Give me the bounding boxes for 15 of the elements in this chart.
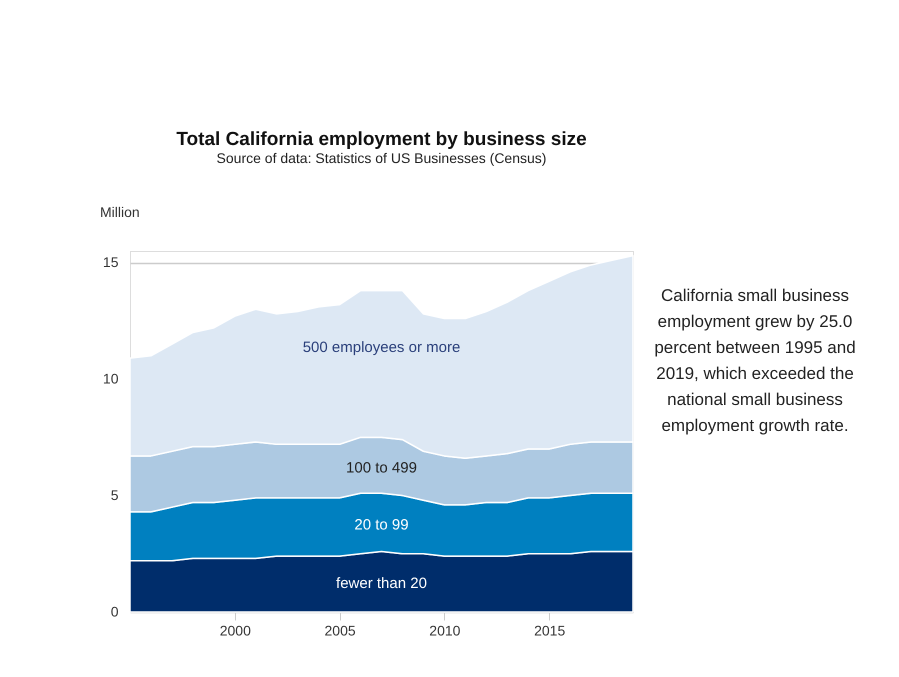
y-tick-label: 15 bbox=[102, 254, 119, 270]
series-label: 500 employees or more bbox=[302, 339, 460, 356]
chart-title: Total California employment by business size bbox=[176, 129, 587, 150]
y-tick-label: 0 bbox=[110, 604, 119, 620]
x-tick-label: 2015 bbox=[534, 622, 566, 638]
x-tick-label: 2010 bbox=[429, 622, 461, 638]
x-tick-label: 2000 bbox=[220, 622, 252, 638]
series-label: fewer than 20 bbox=[336, 574, 427, 592]
x-tick-label: 2005 bbox=[324, 622, 356, 638]
series-label: 100 to 499 bbox=[346, 460, 417, 477]
y-tick-label: 5 bbox=[110, 487, 119, 504]
chart-subtitle: Source of data: Statistics of US Businesses (Census) bbox=[216, 150, 546, 166]
text: California small business employment grew by 25.0 percent between 1995 and 2019, which exceeded the national small business employment growth rate. bbox=[654, 286, 856, 435]
y-tick-label: 10 bbox=[102, 370, 119, 387]
y-axis-title: Million bbox=[100, 204, 140, 220]
